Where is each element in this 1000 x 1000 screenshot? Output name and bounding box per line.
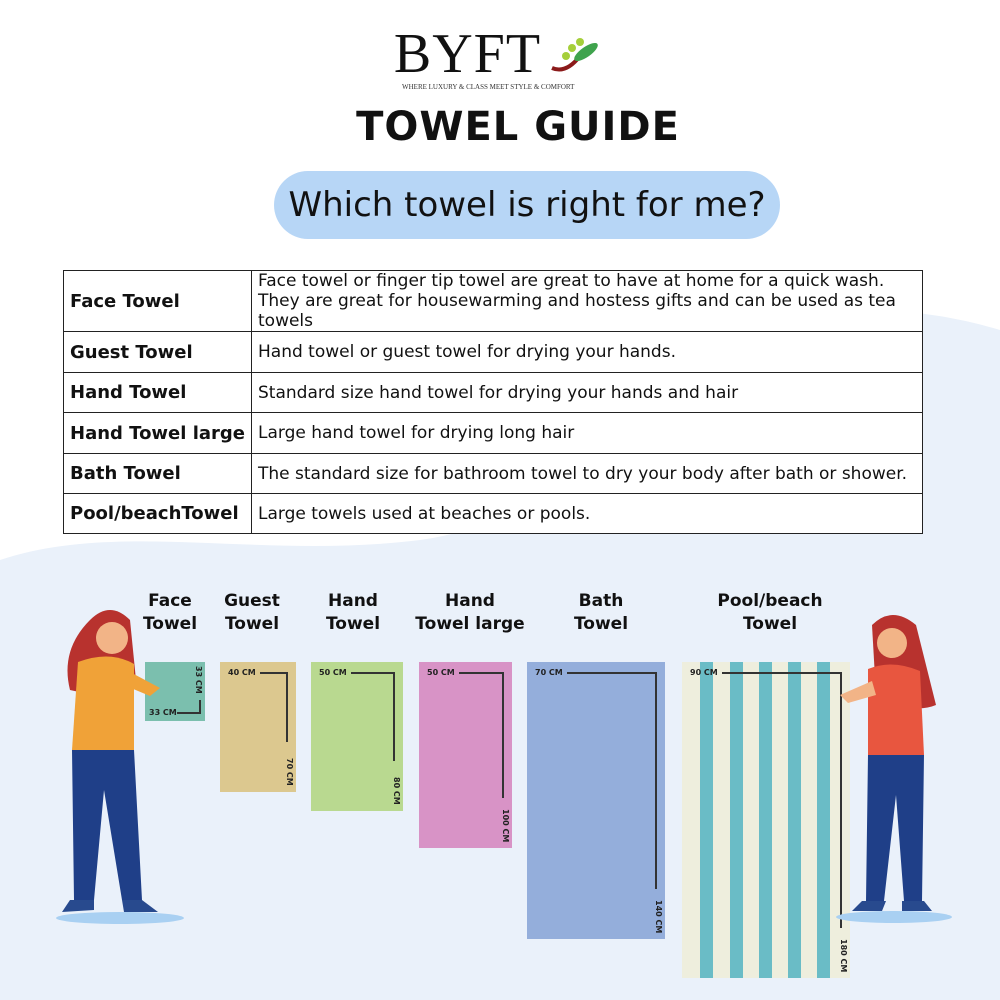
towel-3: 50 CM 100 CM	[419, 662, 512, 848]
description-line: They are great for housewarming and host…	[258, 291, 896, 331]
towel-stripe	[788, 662, 801, 978]
towel-label-line: Hand	[328, 591, 378, 611]
towel-size-label: Hand Towel	[283, 590, 423, 636]
width-line	[459, 672, 504, 674]
brand-logo: BYFT	[0, 22, 1000, 86]
description-line: Face towel or finger tip towel are great…	[258, 271, 885, 291]
brand-tagline: WHERE LUXURY & CLASS MEET STYLE & COMFOR…	[402, 83, 575, 91]
towel-stripe	[759, 662, 772, 978]
width-line	[351, 672, 395, 674]
width-line	[722, 672, 842, 674]
towel-stripe	[730, 662, 743, 978]
towel-size-label: Pool/beach Towel	[700, 590, 840, 636]
description-line: Hand towel or guest towel for drying you…	[258, 342, 676, 362]
width-dimension: 90 CM	[690, 668, 718, 677]
description-line: Standard size hand towel for drying your…	[258, 382, 739, 403]
length-dimension: 70 CM	[285, 758, 294, 786]
towel-label-line: Guest	[224, 591, 280, 611]
towel-1: 40 CM 70 CM	[220, 662, 296, 792]
brand-name: BYFT	[393, 23, 542, 85]
towel-type-cell: Face Towel	[63, 270, 252, 332]
subtitle-pill: Which towel is right for me?	[274, 171, 780, 239]
woman-right-illustration	[836, 615, 952, 923]
length-line	[655, 672, 657, 889]
towel-stripe	[700, 662, 713, 978]
width-dimension: 70 CM	[535, 668, 563, 677]
length-line	[286, 672, 288, 742]
towel-label-line: Pool/beach	[717, 591, 823, 611]
towel-label-line: Bath	[578, 591, 624, 611]
towel-size-label: Face Towel	[100, 590, 240, 636]
length-line	[502, 672, 504, 798]
width-line	[177, 712, 199, 714]
towel-label-line: Towel large	[415, 614, 525, 634]
towel-5: 90 CM 180 CM	[682, 662, 850, 978]
length-line	[199, 700, 201, 714]
description-line: Large towels used at beaches or pools.	[258, 503, 591, 524]
length-dimension: 140 CM	[654, 899, 663, 933]
table-row: Guest Towel Hand towel or guest towel for…	[63, 331, 923, 373]
towel-2: 50 CM 80 CM	[311, 662, 403, 811]
towel-label-line: Towel	[142, 614, 198, 634]
towel-table: Face Towel Face towel or finger tip towel…	[63, 270, 923, 534]
table-row: Hand Towel Standard size hand towel for d…	[63, 372, 923, 413]
description-line: Large hand towel for drying long hair	[258, 423, 575, 443]
leaf-logo-icon	[551, 38, 598, 72]
description-cell: Large hand towel for drying long hair	[251, 412, 923, 454]
towel-type-cell: Pool/beachTowel	[63, 493, 252, 534]
width-dimension: 50 CM	[319, 668, 347, 677]
towel-size-label: Guest Towel	[182, 590, 322, 636]
towel-label-line: Towel	[325, 614, 381, 634]
description-cell: Standard size hand towel for drying your…	[251, 372, 923, 413]
towel-label-line: Towel	[224, 614, 280, 634]
length-dimension: 180 CM	[839, 938, 848, 972]
width-line	[260, 672, 288, 674]
width-dimension: 50 CM	[427, 668, 455, 677]
description-cell: Hand towel or guest towel for drying you…	[251, 331, 923, 373]
width-dimension: 33 CM	[149, 708, 177, 717]
length-dimension: 100 CM	[501, 808, 510, 842]
towel-type-cell: Guest Towel	[63, 331, 252, 373]
length-dimension: 33 CM	[194, 666, 203, 694]
towel-type-cell: Hand Towel large	[63, 412, 252, 454]
towel-label-line: Towel	[573, 614, 629, 634]
table-row: Bath Towel The standard size for bathroom…	[63, 453, 923, 494]
length-dimension: 80 CM	[392, 777, 401, 805]
towel-type-cell: Bath Towel	[63, 453, 252, 494]
page-title: TOWEL GUIDE	[356, 104, 680, 150]
towel-size-label: Hand Towel large	[400, 590, 540, 636]
towel-label-line: Face	[148, 591, 192, 611]
table-row: Face Towel Face towel or finger tip towel…	[63, 270, 923, 332]
table-row: Hand Towel large Large hand towel for dry…	[63, 412, 923, 454]
description-cell: Face towel or finger tip towel are great…	[251, 270, 923, 332]
woman-left-illustration	[56, 610, 184, 924]
length-line	[840, 672, 842, 928]
length-line	[393, 672, 395, 761]
description-cell: Large towels used at beaches or pools.	[251, 493, 923, 534]
towel-label-line: Hand	[445, 591, 495, 611]
towel-size-label: Bath Towel	[531, 590, 671, 636]
width-line	[567, 672, 657, 674]
table-row: Pool/beachTowel Large towels used at beac…	[63, 493, 923, 534]
description-line: The standard size for bathroom towel to …	[258, 463, 908, 484]
description-cell: The standard size for bathroom towel to …	[251, 453, 923, 494]
towel-label-line: Towel	[742, 614, 798, 634]
towel-stripe	[817, 662, 830, 978]
towel-type-cell: Hand Towel	[63, 372, 252, 413]
width-dimension: 40 CM	[228, 668, 256, 677]
towel-4: 70 CM 140 CM	[527, 662, 665, 939]
